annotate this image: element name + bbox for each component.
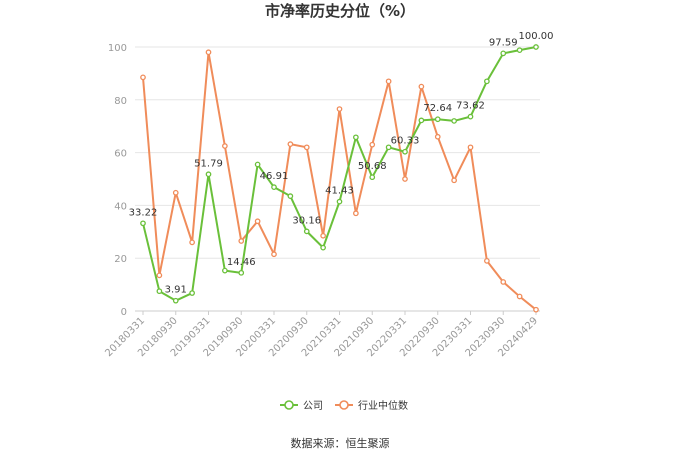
data-point[interactable] (303, 228, 310, 235)
legend-marker-icon (284, 400, 294, 410)
data-point[interactable] (254, 218, 261, 225)
data-label: 97.59 (489, 37, 518, 48)
data-point[interactable] (254, 161, 261, 168)
data-point[interactable] (434, 116, 441, 123)
data-point[interactable] (205, 49, 212, 56)
data-point[interactable] (434, 133, 441, 140)
data-point[interactable] (156, 272, 163, 279)
data-point[interactable] (172, 189, 179, 196)
data-label: 73.62 (456, 101, 485, 112)
data-point[interactable] (320, 232, 326, 239)
data-point[interactable] (287, 193, 294, 200)
data-point[interactable] (238, 238, 245, 244)
data-point[interactable] (484, 257, 490, 264)
data-label: 41.43 (325, 186, 354, 197)
data-point[interactable] (402, 148, 408, 155)
data-point[interactable] (385, 144, 392, 151)
data-label: 30.16 (292, 215, 321, 226)
y-tick-label: 40 (114, 201, 127, 212)
data-point[interactable] (336, 198, 343, 205)
legend-marker-icon (339, 400, 349, 410)
data-point[interactable] (500, 279, 507, 285)
data-point[interactable] (303, 144, 310, 151)
y-tick-label: 0 (121, 307, 127, 318)
data-point[interactable] (516, 47, 523, 54)
data-point[interactable] (385, 78, 392, 85)
data-label: 50.68 (358, 161, 387, 172)
y-axis: 0 20 40 60 80 100 (108, 43, 540, 318)
legend-label: 行业中位数 (358, 399, 408, 412)
data-point[interactable] (172, 297, 179, 304)
y-tick-label: 60 (114, 149, 127, 160)
data-point[interactable] (533, 306, 539, 313)
legend-label: 公司 (303, 401, 323, 412)
data-point[interactable] (287, 141, 294, 148)
data-point[interactable] (238, 269, 245, 276)
data-point[interactable] (533, 44, 539, 50)
legend-item-1[interactable]: 行业中位数 (335, 399, 408, 412)
data-point[interactable] (353, 210, 359, 217)
data-point[interactable] (402, 176, 408, 182)
data-label: 100.00 (519, 31, 554, 42)
data-label: 46.91 (260, 171, 289, 182)
y-tick-label: 80 (114, 96, 127, 107)
data-point[interactable] (418, 83, 425, 90)
data-point[interactable] (484, 78, 490, 85)
data-point[interactable] (271, 184, 277, 191)
series-0 (140, 44, 539, 304)
series-line (142, 46, 537, 302)
data-point[interactable] (500, 50, 507, 57)
data-point[interactable] (222, 267, 228, 274)
data-label: 14.46 (227, 257, 256, 268)
data-point[interactable] (222, 143, 228, 149)
data-point[interactable] (353, 134, 359, 141)
x-axis: 2018033120180930201903312019093020200331… (103, 311, 540, 359)
data-point[interactable] (156, 288, 163, 295)
data-point[interactable] (451, 177, 457, 184)
data-point[interactable] (189, 290, 195, 296)
data-point[interactable] (140, 220, 146, 227)
data-point[interactable] (418, 117, 425, 124)
y-tick-label: 100 (108, 43, 127, 54)
series-line (142, 51, 537, 311)
data-label: 3.91 (165, 285, 187, 296)
data-point[interactable] (271, 251, 277, 258)
chart-title: 市净率历史分位（%） (265, 2, 415, 20)
data-label: 72.64 (423, 103, 452, 114)
data-labels: 33.22 3.91 51.79 14.46 46.91 30.16 41.43 50.68 6… (129, 31, 554, 296)
data-point[interactable] (320, 244, 326, 251)
data-point[interactable] (467, 113, 474, 120)
series-1 (140, 49, 539, 313)
legend-item-0[interactable]: 公司 (280, 400, 323, 412)
data-point[interactable] (467, 144, 474, 151)
data-point[interactable] (189, 239, 195, 246)
data-point[interactable] (369, 141, 376, 148)
data-label: 51.79 (194, 158, 223, 169)
data-point[interactable] (516, 293, 523, 300)
y-tick-label: 20 (114, 254, 127, 265)
data-point[interactable] (205, 171, 212, 178)
data-label: 33.22 (129, 207, 158, 218)
data-label: 60.33 (391, 136, 420, 147)
series-group (140, 44, 539, 313)
data-point[interactable] (336, 106, 343, 112)
legend[interactable]: 公司 行业中位数 (280, 399, 408, 412)
data-source-note: 数据来源：恒生聚源 (291, 436, 390, 450)
data-point[interactable] (451, 118, 457, 124)
data-point[interactable] (140, 74, 146, 81)
data-point[interactable] (369, 174, 376, 181)
